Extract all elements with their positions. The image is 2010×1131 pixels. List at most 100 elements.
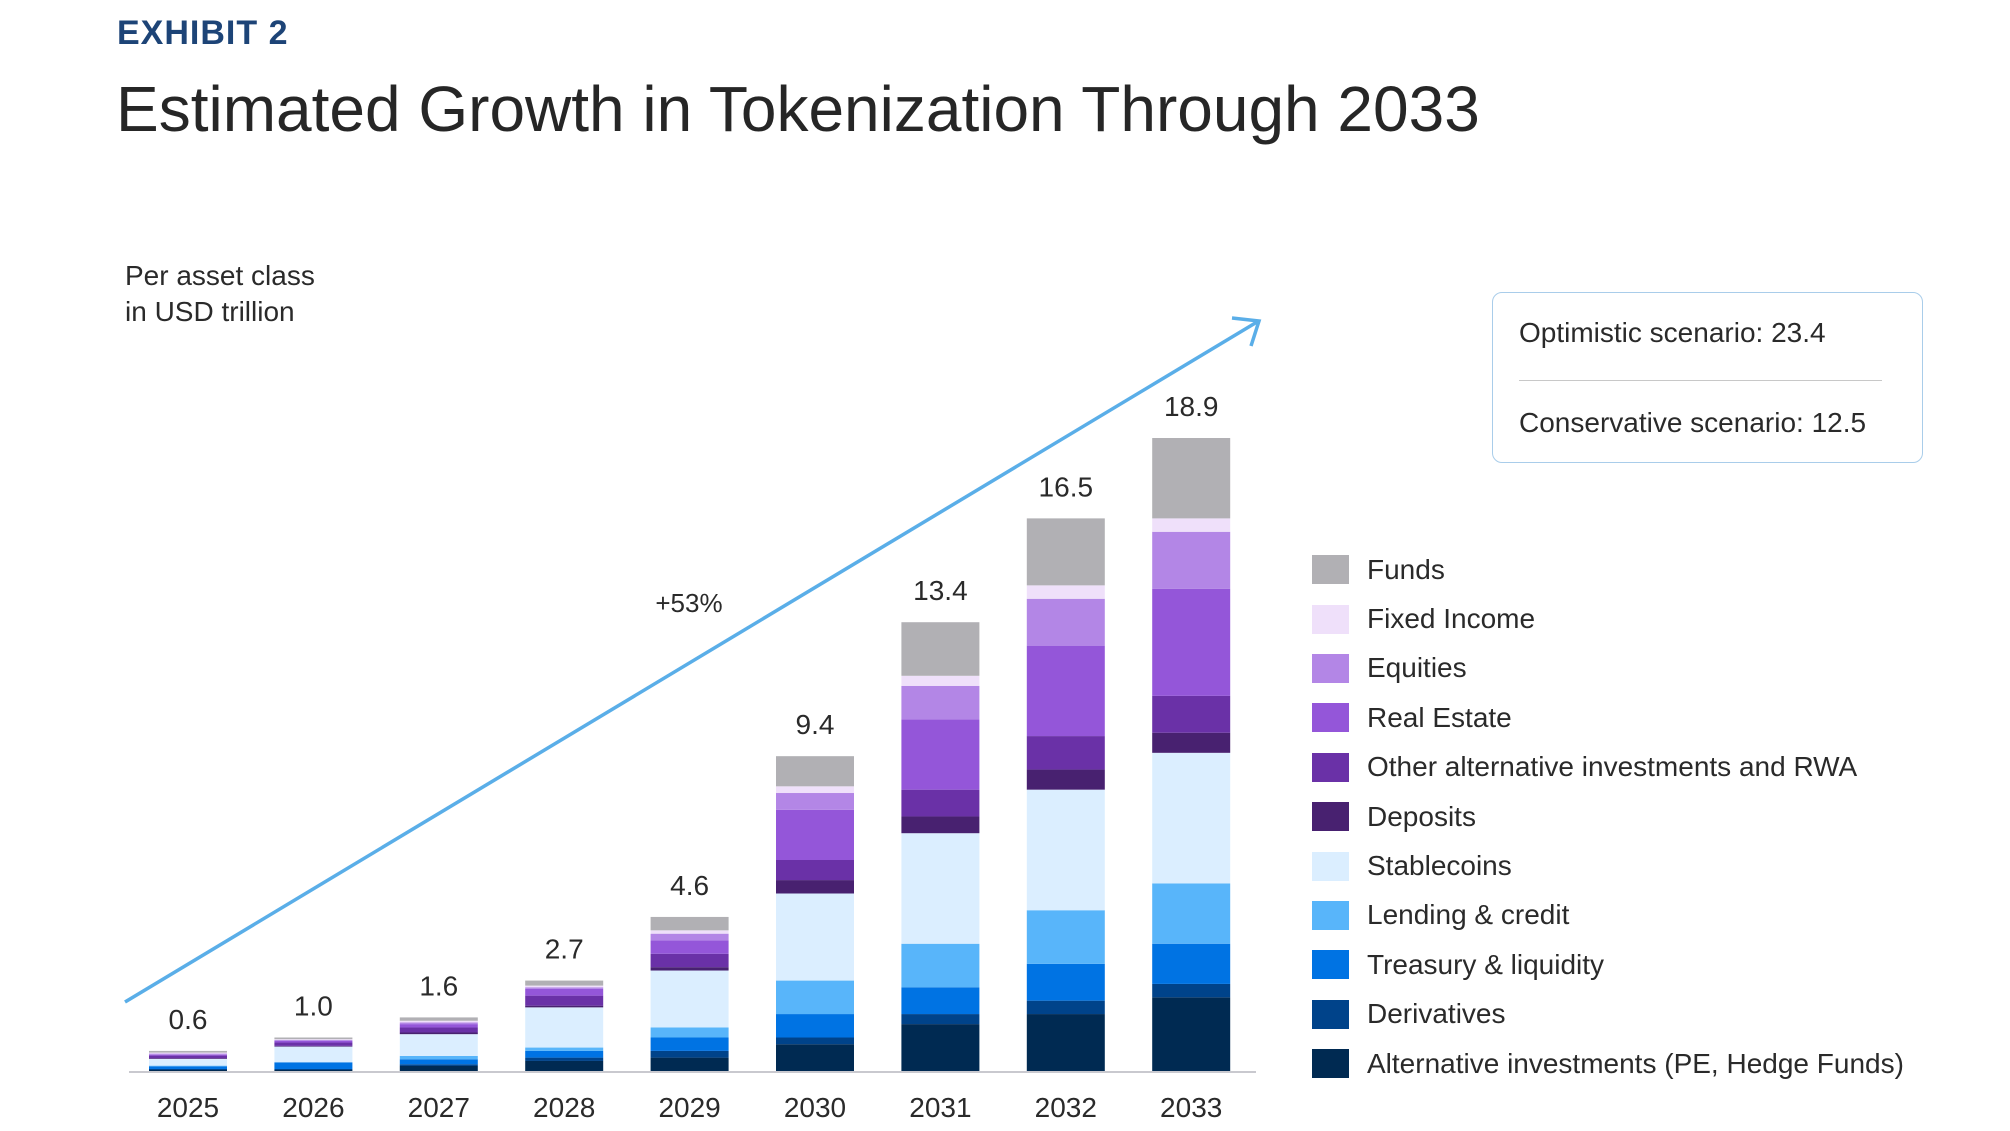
bar-segment-lending-credit-2032	[1026, 910, 1105, 964]
bar-segment-real-estate-2027	[399, 1024, 478, 1028]
legend-item: Real Estate	[1312, 693, 1904, 742]
legend-label: Derivatives	[1367, 998, 1506, 1030]
legend-item: Funds	[1312, 545, 1904, 594]
bar-segment-lending-credit-2030	[776, 980, 854, 1015]
x-tick-label-2029: 2029	[658, 1092, 720, 1123]
bar-segment-fixed-income-2026	[274, 1039, 353, 1040]
legend-swatch	[1312, 703, 1349, 733]
bar-segment-stablecoins-2027	[399, 1034, 478, 1056]
bar-segment-treasury-liquidity-2026	[274, 1062, 353, 1069]
legend-swatch	[1312, 653, 1349, 683]
bar-segment-deposits-2032	[1026, 769, 1105, 790]
unit-line-1: Per asset class	[125, 260, 315, 291]
bar-segment-fixed-income-2028	[525, 985, 604, 988]
bar-segment-stablecoins-2032	[1026, 789, 1105, 911]
legend-label: Alternative investments (PE, Hedge Funds…	[1367, 1047, 1904, 1079]
bar-segment-derivatives-2033	[1152, 983, 1231, 998]
bar-segment-derivatives-2025	[149, 1068, 227, 1070]
bar-segment-equities-2028	[525, 987, 604, 989]
bar-segment-deposits-2029	[650, 967, 729, 971]
bar-segment-other-alternative-investments-and-rwa-2026	[274, 1042, 353, 1046]
legend-item: Other alternative investments and RWA	[1312, 743, 1904, 792]
x-tick-label-2031: 2031	[909, 1092, 971, 1123]
bar-segment-fixed-income-2025	[149, 1052, 227, 1054]
legend-swatch	[1312, 900, 1349, 930]
legend-label: Treasury & liquidity	[1367, 948, 1605, 980]
legend-label: Lending & credit	[1367, 899, 1570, 931]
bar-segment-derivatives-2030	[776, 1037, 854, 1045]
bar-segment-fixed-income-2027	[399, 1020, 478, 1023]
bar-segment-real-estate-2031	[901, 719, 980, 790]
growth-arrow-line	[124, 320, 1258, 1004]
bar-segment-stablecoins-2028	[525, 1007, 604, 1048]
legend-swatch	[1312, 555, 1349, 585]
bar-segment-other-alternative-investments-and-rwa-2030	[776, 860, 854, 881]
bar-segment-other-alternative-investments-and-rwa-2032	[1026, 736, 1105, 770]
bar-segment-fixed-income-2032	[1026, 585, 1105, 599]
bar-segment-alternative-investments-pe-hedge-funds--2029	[650, 1057, 729, 1071]
bar-segment-lending-credit-2025	[149, 1065, 227, 1067]
bar-segment-fixed-income-2029	[650, 930, 729, 934]
bar-segment-derivatives-2031	[901, 1014, 980, 1025]
bar-segment-funds-2030	[776, 756, 854, 787]
bar-segment-real-estate-2030	[776, 809, 854, 860]
bar-segment-real-estate-2029	[650, 940, 729, 954]
bar-segment-alternative-investments-pe-hedge-funds--2033	[1152, 997, 1231, 1071]
bar-segment-equities-2031	[901, 685, 980, 720]
total-label-2027: 1.6	[419, 970, 458, 1001]
legend-item: Derivatives	[1312, 990, 1904, 1039]
total-label-2029: 4.6	[670, 870, 709, 901]
bar-segment-alternative-investments-pe-hedge-funds--2030	[776, 1044, 854, 1071]
bar-segment-lending-credit-2027	[399, 1055, 478, 1060]
chart-title: Estimated Growth in Tokenization Through…	[116, 73, 1480, 145]
bar-segment-lending-credit-2029	[650, 1027, 729, 1038]
x-tick-label-2030: 2030	[784, 1092, 846, 1123]
bar-segment-stablecoins-2025	[149, 1058, 227, 1066]
bar-segment-lending-credit-2031	[901, 943, 980, 988]
x-tick-label-2033: 2033	[1160, 1092, 1222, 1123]
total-label-2033: 18.9	[1164, 391, 1219, 422]
total-label-2032: 16.5	[1039, 471, 1094, 502]
legend-item: Alternative investments (PE, Hedge Funds…	[1312, 1039, 1904, 1088]
bar-segment-stablecoins-2029	[650, 970, 729, 1028]
bar-segment-equities-2033	[1152, 531, 1231, 589]
bar-segment-treasury-liquidity-2033	[1152, 943, 1231, 984]
bar-segment-treasury-liquidity-2028	[525, 1050, 604, 1058]
bar-segment-deposits-2030	[776, 880, 854, 894]
legend-item: Equities	[1312, 644, 1904, 693]
x-tick-label-2032: 2032	[1035, 1092, 1097, 1123]
bar-segment-funds-2029	[650, 916, 729, 931]
total-label-2030: 9.4	[796, 709, 835, 740]
x-tick-label-2026: 2026	[282, 1092, 344, 1123]
bar-segment-real-estate-2032	[1026, 645, 1105, 737]
bar-segment-other-alternative-investments-and-rwa-2027	[399, 1027, 478, 1033]
legend-swatch	[1312, 1049, 1349, 1079]
bar-segment-fixed-income-2030	[776, 786, 854, 794]
bar-segment-stablecoins-2033	[1152, 752, 1231, 884]
bar-segment-deposits-2027	[399, 1032, 478, 1035]
legend-label: Equities	[1367, 652, 1467, 684]
bar-segment-deposits-2028	[525, 1005, 604, 1008]
bar-segment-funds-2025	[149, 1050, 227, 1053]
scenario-box: Optimistic scenario: 23.4 Conservative s…	[1492, 292, 1923, 463]
legend-item: Treasury & liquidity	[1312, 940, 1904, 989]
bar-segment-funds-2028	[525, 980, 604, 986]
bar-segment-equities-2029	[650, 933, 729, 941]
optimistic-scenario: Optimistic scenario: 23.4	[1519, 317, 1826, 348]
bar-segment-treasury-liquidity-2025	[149, 1066, 227, 1069]
bar-segment-equities-2030	[776, 793, 854, 810]
growth-arrowhead	[1231, 316, 1262, 347]
legend-label: Stablecoins	[1367, 850, 1512, 882]
legend-item: Stablecoins	[1312, 841, 1904, 890]
scenario-divider	[1519, 380, 1882, 381]
legend-label: Real Estate	[1367, 701, 1512, 733]
legend-label: Fixed Income	[1367, 603, 1536, 635]
bar-segment-funds-2026	[274, 1037, 353, 1040]
bar-segment-derivatives-2032	[1026, 1000, 1105, 1015]
bar-segment-other-alternative-investments-and-rwa-2029	[650, 953, 729, 968]
legend-item: Lending & credit	[1312, 891, 1904, 940]
bar-segment-equities-2032	[1026, 598, 1105, 646]
bar-segment-real-estate-2026	[274, 1040, 353, 1043]
unit-label: Per asset class in USD trillion	[125, 258, 315, 330]
bar-segment-treasury-liquidity-2027	[399, 1059, 478, 1065]
